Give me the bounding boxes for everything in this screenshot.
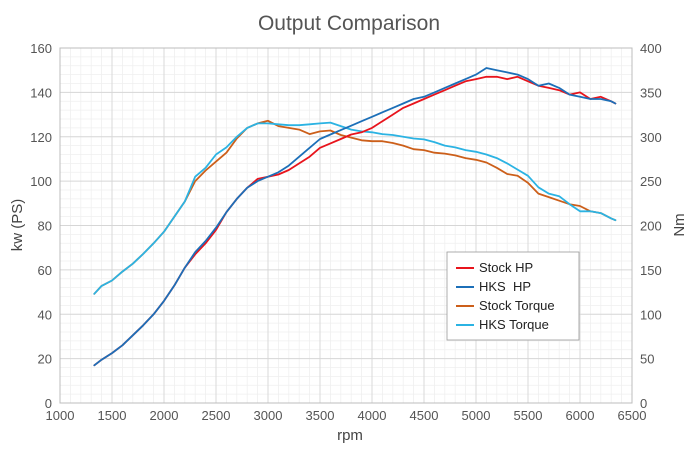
legend-label-hks-torque: HKS Torque — [479, 317, 549, 332]
x-tick-label: 3500 — [306, 408, 335, 423]
left-y-tick-label: 140 — [30, 85, 52, 100]
chart-title: Output Comparison — [258, 12, 440, 35]
plot-frame — [59, 47, 633, 404]
series-lines — [93, 67, 617, 367]
right-y-tick-label: 250 — [640, 174, 662, 189]
x-tick-label: 1000 — [46, 408, 75, 423]
left-y-axis-ticks: 0 20 40 60 80 100 120 140 160 — [30, 41, 52, 411]
right-y-tick-label: 0 — [640, 396, 647, 411]
left-y-tick-label: 60 — [38, 263, 52, 278]
legend-item-stock-torque: Stock Torque — [456, 298, 555, 313]
x-tick-label: 6000 — [566, 408, 595, 423]
left-y-tick-label: 80 — [38, 219, 52, 234]
x-tick-label: 5000 — [462, 408, 491, 423]
right-y-tick-label: 100 — [640, 307, 662, 322]
right-y-axis-label: Nm — [671, 213, 688, 236]
left-y-axis-label: kw (PS) — [9, 199, 26, 252]
x-tick-label: 4500 — [410, 408, 439, 423]
right-y-tick-label: 300 — [640, 130, 662, 145]
x-tick-label: 2500 — [202, 408, 231, 423]
left-y-tick-label: 20 — [38, 352, 52, 367]
x-tick-label: 1500 — [98, 408, 127, 423]
legend-label-stock-torque: Stock Torque — [479, 298, 555, 313]
right-y-tick-label: 50 — [640, 352, 654, 367]
legend-label-stock-hp: Stock HP — [479, 260, 533, 275]
legend: Stock HP HKS HP Stock Torque HKS Torque — [446, 251, 580, 341]
x-tick-label: 5500 — [514, 408, 543, 423]
series-line-hks-torque — [93, 121, 617, 295]
x-tick-label: 2000 — [150, 408, 179, 423]
left-y-tick-label: 120 — [30, 130, 52, 145]
left-y-tick-label: 100 — [30, 174, 52, 189]
legend-item-hks-hp: HKS HP — [456, 279, 531, 294]
left-y-tick-label: 40 — [38, 307, 52, 322]
x-axis-ticks: 1000 1500 2000 2500 3000 3500 4000 4500 5000 5500… — [46, 408, 647, 423]
right-y-tick-label: 350 — [640, 85, 662, 100]
left-y-tick-label: 160 — [30, 41, 52, 56]
legend-item-hks-torque: HKS Torque — [456, 317, 549, 332]
x-tick-label: 6500 — [618, 408, 647, 423]
left-y-tick-label: 0 — [45, 396, 52, 411]
x-tick-label: 4000 — [358, 408, 387, 423]
legend-item-stock-hp: Stock HP — [456, 260, 533, 275]
x-axis-label: rpm — [337, 427, 363, 444]
series-line-hks-hp — [93, 67, 617, 367]
right-y-tick-label: 150 — [640, 263, 662, 278]
right-y-tick-label: 400 — [640, 41, 662, 56]
legend-label-hks-hp: HKS HP — [479, 279, 531, 294]
right-y-tick-label: 200 — [640, 219, 662, 234]
right-y-axis-ticks: 0 50 100 150 200 250 300 350 400 — [640, 41, 662, 411]
x-tick-label: 3000 — [254, 408, 283, 423]
